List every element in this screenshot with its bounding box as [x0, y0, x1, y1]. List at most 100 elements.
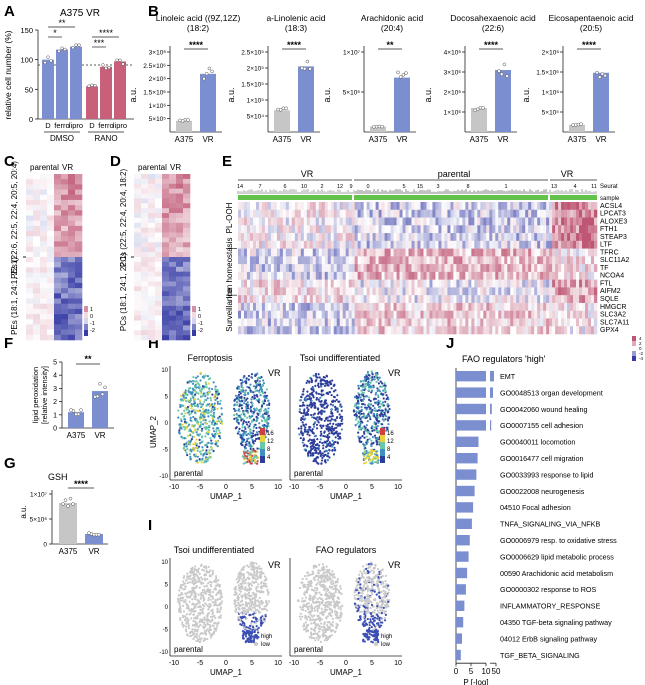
heatmap-cell — [276, 248, 281, 257]
heatmap-cell — [327, 264, 332, 273]
heatmap-cell — [339, 310, 344, 319]
heatmap-cell — [249, 240, 254, 249]
heatmap-cell — [591, 240, 595, 249]
heatmap-cell — [552, 225, 556, 234]
umap-point — [206, 397, 209, 400]
heatmap-cell — [318, 240, 323, 249]
heatmap-cell — [393, 310, 397, 319]
heatmap-cell — [252, 240, 257, 249]
umap-point — [212, 381, 215, 384]
heatmap-cell — [75, 199, 83, 206]
heatmap-cell — [438, 217, 442, 226]
panel-e-sample-bar-vr1 — [238, 195, 352, 200]
heatmap-cell — [68, 205, 76, 211]
heatmap-cell — [294, 202, 299, 211]
umap-point — [360, 408, 363, 411]
heatmap-cell — [522, 225, 526, 234]
umap-point — [328, 444, 331, 447]
heatmap-cell — [255, 217, 260, 226]
heatmap-cell — [528, 225, 532, 234]
umap-point — [203, 415, 206, 419]
heatmap-cell — [134, 178, 142, 185]
heatmap-cell — [573, 271, 577, 280]
heatmap-cell — [306, 240, 311, 249]
heatmap-cell — [408, 295, 412, 304]
heatmap-cell — [456, 326, 460, 335]
umap-point — [362, 380, 365, 383]
heatmap-cell — [26, 189, 34, 196]
heatmap-cell — [342, 256, 346, 265]
heatmap-cell — [495, 326, 499, 335]
heatmap-cell — [396, 295, 400, 304]
panel-a-point — [101, 63, 105, 67]
heatmap-cell — [492, 233, 496, 242]
heatmap-cell — [366, 264, 370, 273]
heatmap-cell — [61, 189, 69, 196]
heatmap-cell — [246, 248, 251, 257]
heatmap-cell — [276, 302, 281, 312]
heatmap-cell — [54, 174, 62, 180]
heatmap-cell — [489, 326, 493, 335]
heatmap-cell — [372, 248, 376, 257]
heatmap-cell — [318, 256, 323, 265]
heatmap-cell — [405, 326, 409, 335]
heatmap-cell — [522, 326, 526, 335]
umap-point — [244, 443, 247, 446]
heatmap-cell — [134, 310, 142, 316]
panel-b-point — [579, 122, 583, 126]
umap-point — [305, 381, 308, 384]
heatmap-cell — [276, 256, 281, 265]
heatmap-cell — [384, 217, 388, 226]
panel-a-point — [104, 66, 108, 70]
umap-point — [251, 376, 254, 379]
heatmap-cell — [414, 202, 418, 211]
heatmap-cell — [474, 256, 478, 265]
heatmap-cell — [240, 248, 245, 257]
umap-point — [206, 391, 209, 394]
heatmap-cell — [417, 287, 421, 296]
umap-point — [217, 392, 220, 396]
heatmap-cell — [507, 318, 511, 327]
umap-point — [200, 411, 203, 414]
umap-point — [178, 427, 182, 430]
heatmap-cell — [513, 240, 517, 249]
colorscale-label: -2 — [90, 328, 95, 334]
heatmap-cell — [141, 203, 149, 209]
heatmap-cell — [169, 208, 177, 214]
heatmap-cell — [396, 240, 400, 249]
umap-point — [315, 423, 319, 426]
heatmap-cell — [33, 277, 41, 284]
heatmap-cell — [438, 209, 442, 218]
heatmap-cell — [465, 287, 469, 296]
heatmap-cell — [148, 217, 156, 224]
heatmap-cell — [141, 198, 149, 204]
heatmap-cell — [468, 240, 472, 249]
umap-point — [333, 446, 336, 449]
umap-point — [324, 399, 328, 402]
heatmap-cell — [525, 209, 529, 218]
umap-point — [314, 421, 317, 424]
umap-point — [233, 398, 236, 401]
heatmap-cell — [405, 248, 409, 257]
heatmap-cell — [483, 318, 487, 327]
heatmap-cell — [155, 227, 163, 233]
umap-point — [262, 391, 265, 395]
umap-point — [304, 397, 307, 400]
heatmap-cell — [402, 202, 406, 211]
umap-point — [315, 417, 318, 421]
panel-g-point — [63, 498, 68, 502]
heatmap-cell — [68, 293, 76, 299]
heatmap-cell — [399, 217, 403, 226]
heatmap-cell — [477, 202, 481, 211]
heatmap-cell — [336, 295, 341, 304]
heatmap-cell — [384, 240, 388, 249]
panel-b-tick-label: 3×10⁶ — [149, 50, 167, 57]
heatmap-cell — [315, 326, 320, 335]
heatmap-cell — [567, 326, 571, 335]
heatmap-cell — [555, 326, 559, 335]
heatmap-cell — [354, 326, 358, 335]
heatmap-cell — [588, 271, 592, 280]
panel-e-sample-label: sample — [600, 196, 620, 202]
heatmap-cell — [68, 246, 76, 253]
